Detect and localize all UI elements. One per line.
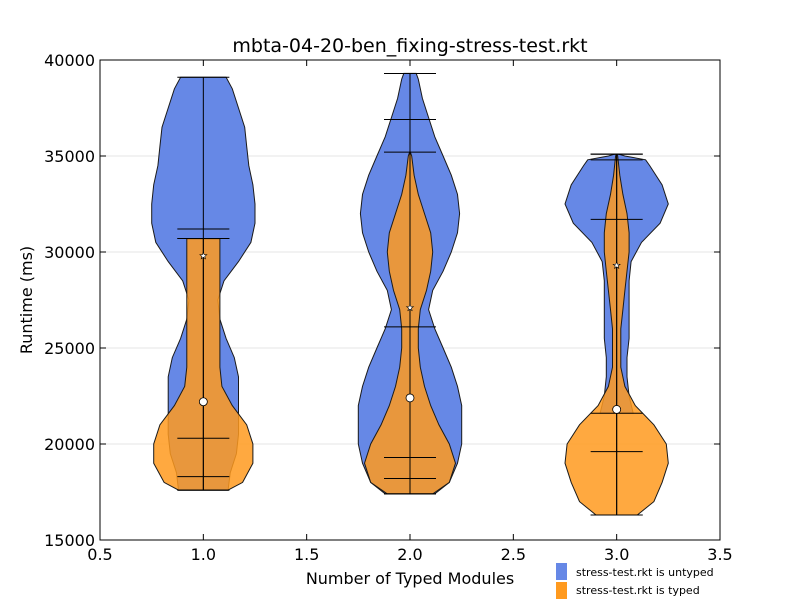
mean-marker-typed: [612, 260, 621, 270]
legend-label-untyped: stress-test.rkt is untyped: [576, 566, 714, 579]
y-tick-label: 20000: [44, 435, 95, 454]
markers: [177, 72, 643, 516]
y-tick-label: 15000: [44, 531, 95, 550]
y-tick-label: 30000: [44, 243, 95, 262]
mean-marker-typed: [405, 303, 415, 312]
mean-marker-untyped: [198, 397, 208, 407]
x-tick-label: 1.5: [294, 545, 319, 564]
legend-swatch-untyped: [556, 563, 567, 580]
x-tick-label: 2.0: [397, 545, 422, 564]
mean-marker-typed: [199, 251, 208, 260]
x-tick-label: 1.0: [191, 545, 216, 564]
y-tick-label: 25000: [44, 339, 95, 358]
y-axis-label: Runtime (ms): [17, 246, 36, 354]
x-tick-label: 3.0: [604, 545, 629, 564]
x-axis-label: Number of Typed Modules: [306, 569, 514, 588]
mean-marker-untyped: [405, 393, 415, 403]
x-tick-label: 2.5: [501, 545, 526, 564]
mean-marker-untyped: [612, 405, 622, 414]
legend-label-typed: stress-test.rkt is typed: [576, 584, 700, 597]
axis-ticks: 0.5 1.0 1.5 2.0 2.5 3.0 3.5 15000 20000 25000 3000…: [44, 51, 733, 564]
x-tick-label: 3.5: [707, 545, 732, 564]
y-tick-label: 35000: [44, 147, 95, 166]
x-tick-label: 0.5: [87, 545, 112, 564]
chart-title: mbta-04-20-ben_fixing-stress-test.rkt: [232, 35, 587, 57]
legend: stress-test.rkt is untyped stress-test.r…: [556, 563, 714, 599]
legend-swatch-typed: [556, 582, 567, 599]
y-tick-label: 40000: [44, 51, 95, 70]
